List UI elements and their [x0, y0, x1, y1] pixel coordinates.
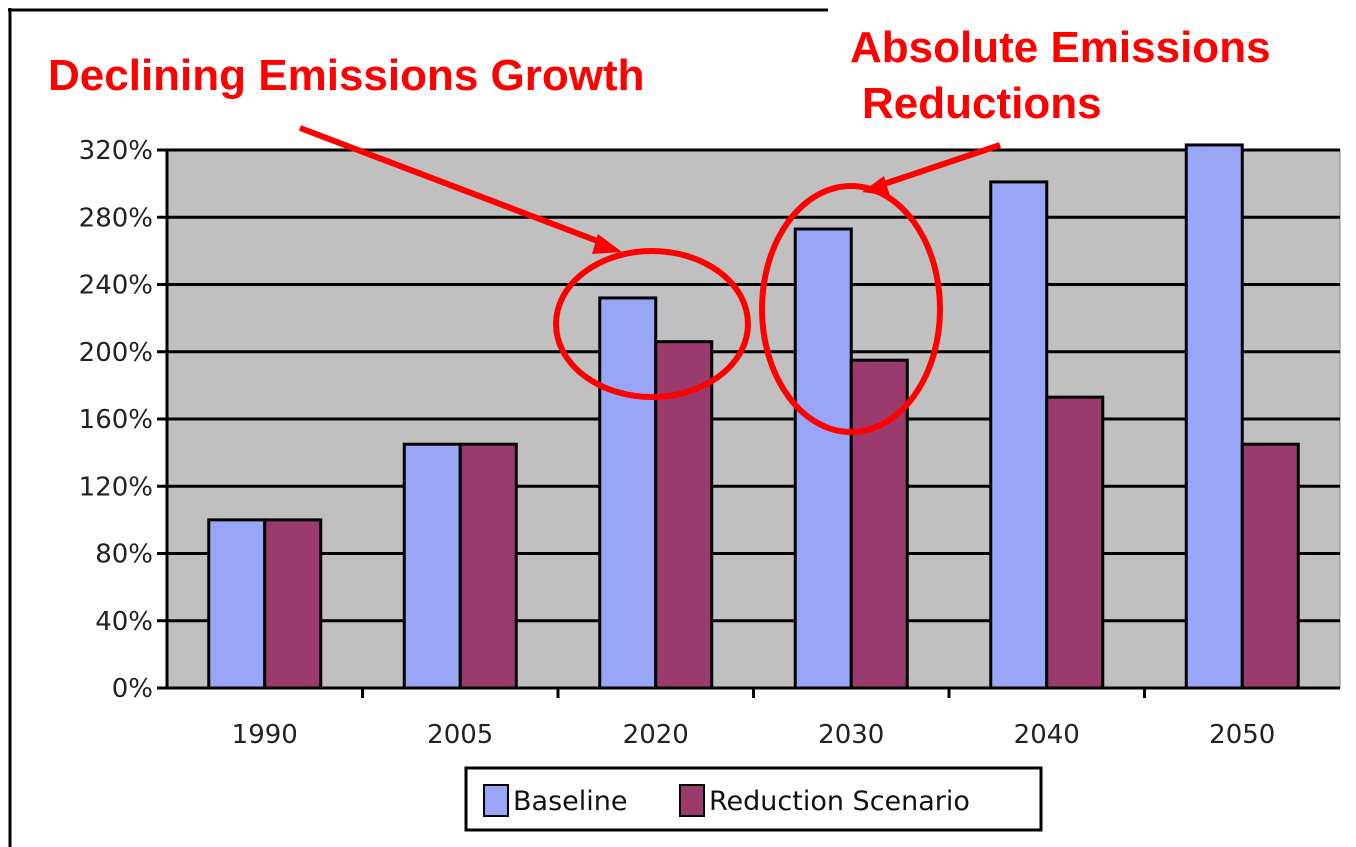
x-tick-label: 2040	[1014, 720, 1080, 750]
bar-baseline-2005	[402, 442, 462, 690]
bar-reduction-1990	[263, 518, 323, 690]
y-tick-label: 320%	[79, 136, 153, 166]
annotation-declining-growth-text: Declining Emissions Growth	[48, 51, 645, 100]
y-tick-label: 160%	[79, 405, 153, 435]
bar-baseline-1990	[207, 518, 267, 690]
annotation-circle-2030	[759, 183, 943, 435]
bar-baseline-2040	[989, 180, 1049, 690]
annotation-arrow-absolute	[877, 142, 1001, 189]
y-tick-label: 40%	[95, 607, 153, 637]
annotation-arrowhead-declining	[592, 234, 622, 254]
annotation-absolute-reductions: Absolute Emissions Reductions	[759, 23, 1271, 435]
bar-reduction-2040	[1045, 395, 1105, 690]
legend-swatch-baseline	[483, 784, 509, 817]
y-tick-label: 280%	[79, 203, 153, 233]
x-tick-label: 1990	[232, 720, 298, 750]
x-tick-label: 2030	[818, 720, 884, 750]
x-tick-label: 2050	[1209, 720, 1275, 750]
legend-label-baseline: Baseline	[513, 786, 627, 817]
y-tick-label: 240%	[79, 271, 153, 301]
legend-swatch-reduction	[679, 784, 705, 817]
legend-label-reduction: Reduction Scenario	[709, 786, 970, 817]
legend: Baseline Reduction Scenario	[464, 766, 1043, 832]
annotation-absolute-reductions-line1: Absolute Emissions	[850, 23, 1271, 72]
legend-box	[464, 766, 1043, 832]
y-tick-label: 200%	[79, 338, 153, 368]
axes	[157, 148, 1340, 698]
annotation-arrow-declining	[298, 125, 610, 248]
bar-baseline-2020	[598, 296, 658, 690]
y-tick-label: 0%	[112, 674, 153, 704]
y-tick-labels: 0% 40% 80% 120% 160% 200% 240% 280% 320%	[79, 136, 153, 704]
annotation-circle-2020	[553, 248, 751, 400]
x-tick-labels: 1990 2005 2020 2030 2040 2050	[232, 720, 1276, 750]
annotation-declining-growth: Declining Emissions Growth	[48, 51, 751, 400]
x-tick-label: 2005	[427, 720, 493, 750]
bar-reduction-2005	[458, 442, 518, 690]
bar-baseline-2030	[793, 227, 853, 690]
annotation-absolute-reductions-line2: Reductions	[862, 79, 1102, 128]
y-tick-label: 80%	[95, 540, 153, 570]
x-tick-label: 2020	[623, 720, 689, 750]
bar-baseline-2050	[1184, 143, 1244, 690]
y-tick-label: 120%	[79, 472, 153, 502]
bar-reduction-2050	[1240, 442, 1300, 690]
